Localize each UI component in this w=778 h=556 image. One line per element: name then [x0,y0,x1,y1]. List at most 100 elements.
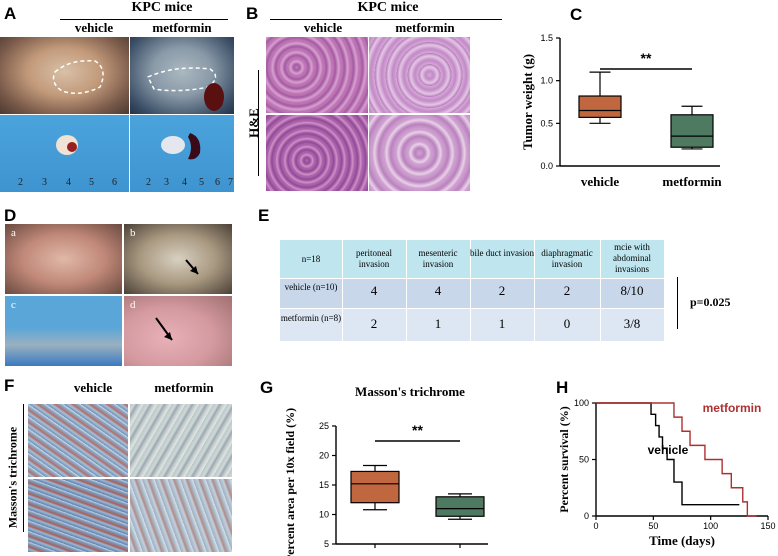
panel-a-col-vehicle: vehicle [74,20,114,35]
x-category-label: vehicle [581,174,619,189]
y-tick-label: 1.5 [540,33,553,43]
box-metformin [435,496,485,517]
table-cell: 2 [563,283,571,298]
table-cell: metformin (n=8) [280,313,342,323]
y-tick-label: 1.0 [540,76,553,86]
table-grid-line [470,240,471,341]
significance-stars: ** [412,422,423,438]
table-header-cell: bile duct invasion [470,248,534,258]
he-vehicle-low [266,37,368,113]
panel-f-row-rule [23,404,24,532]
y-tick-label: 50 [579,455,589,465]
x-tick-label: 100 [703,521,718,531]
panel-b-col-vehicle: vehicle [303,20,343,35]
panel-b-title: KPC mice [357,0,419,15]
box-vehicle [578,95,622,118]
y-axis-label: Percent survival (%) [557,406,571,512]
table-grid-line [600,240,601,341]
x-tick-label: 0 [593,521,598,531]
table-header-cell: mesenteric invasion [418,248,458,269]
pvalue-text: p=0.025 [690,295,731,309]
photo-d-b: b [124,224,232,294]
chart-title: Masson's trichrome [355,384,465,399]
table-cell: 4 [434,283,442,298]
table-cell: vehicle (n=10) [284,282,338,292]
table-header-cell: mcie with abdominal invasions [613,242,651,274]
panel-label-d: D [4,206,17,225]
y-axis-label: Tumor weight (g) [520,54,535,150]
survival-curve-vehicle [596,402,740,506]
series-label-vehicle: vehicle [648,443,689,457]
panel-label-b: B [246,4,259,23]
masson-vehicle-high [28,479,128,552]
pvalue-bracket [677,277,678,329]
masson-vehicle-low [28,404,128,477]
table-grid-line [280,308,664,309]
box-metformin [670,114,714,148]
x-tick-label: 50 [648,521,658,531]
panel-f-col-vehicle: vehicle [73,380,113,395]
panel-f-col-metformin: metformin [154,380,214,395]
table-grid-line [280,278,664,279]
y-tick-label: 10 [319,510,329,520]
table-cell: 2 [498,283,506,298]
box-vehicle [350,470,400,504]
y-tick-label: 5 [324,539,329,549]
table-header-cell: diaphragmatic invasion [541,248,593,269]
panel-f-row-label: Masson's trichrome [5,426,20,529]
panel-a-title: KPC mice [131,0,193,15]
table-grid-line [534,240,535,341]
significance-stars: ** [641,50,652,66]
panel-a-col-metformin: metformin [152,20,212,35]
photo-d-c: c [5,296,122,366]
table-header-cell: peritoneal invasion [356,248,392,269]
x-category-label: metformin [662,174,722,189]
x-axis-label: Time (days) [649,533,715,548]
y-tick-label: 20 [319,451,329,461]
he-metformin-high [369,115,470,191]
panel-label-a: A [4,4,17,23]
masson-metformin-high [130,479,232,552]
photo-vehicle-tumor [0,115,129,192]
table-cell: 2 [370,316,378,331]
photo-metformin-tumor [130,115,234,192]
chart-g: 5 10 15 20 25 Percent area per 10x field (%) *… [283,384,488,556]
table-cell: 4 [370,283,378,298]
photo-metformin-abdomen [130,37,234,114]
survival-curve-metformin [596,402,757,517]
y-axis-label: Percent area per 10x field (%) [283,408,297,556]
panel-b-row-rule [258,70,259,176]
panel-b-title-rule [270,19,502,20]
panel-label-e: E [258,206,270,225]
y-tick-label: 100 [574,398,589,408]
panel-a-title-rule [60,19,228,20]
panel-label-h: H [556,378,569,397]
masson-metformin-low [130,404,232,477]
table-cell: 1 [498,316,506,331]
panel-b-row-label: H&E [246,108,261,138]
table-grid-line [342,240,343,341]
y-tick-label: 0 [584,511,589,521]
table-cell: 3/8 [623,316,641,331]
photo-vehicle-abdomen [0,37,129,114]
photo-d-d: d [124,296,232,366]
y-tick-label: 0.0 [540,161,553,171]
x-tick-label: 150 [760,521,775,531]
chart-c: 0.0 0.5 1.0 1.5 Tumor weight (g) vehicle metfo… [520,33,722,189]
table-header-cell: n=18 [301,254,321,264]
series-label-metformin: metformin [703,401,762,415]
he-vehicle-high [266,115,368,191]
y-tick-label: 15 [319,480,329,490]
table-grid-line [406,240,407,341]
chart-h: 0 50 100 0 50 100 150 Time (days) Percent surviv… [557,398,776,548]
ruler-strip: 2 3 4 5 6 2 3 4 5 6 7 [18,177,233,188]
table-cell: 0 [563,316,571,331]
table-cell: 1 [434,316,442,331]
panel-label-f: F [4,376,15,395]
y-tick-label: 25 [319,421,329,431]
table-cell: 8/10 [620,283,644,298]
panel-b-col-metformin: metformin [395,20,455,35]
panel-label-g: G [260,378,274,397]
y-tick-label: 0.5 [540,118,553,128]
panel-label-c: C [570,5,583,24]
